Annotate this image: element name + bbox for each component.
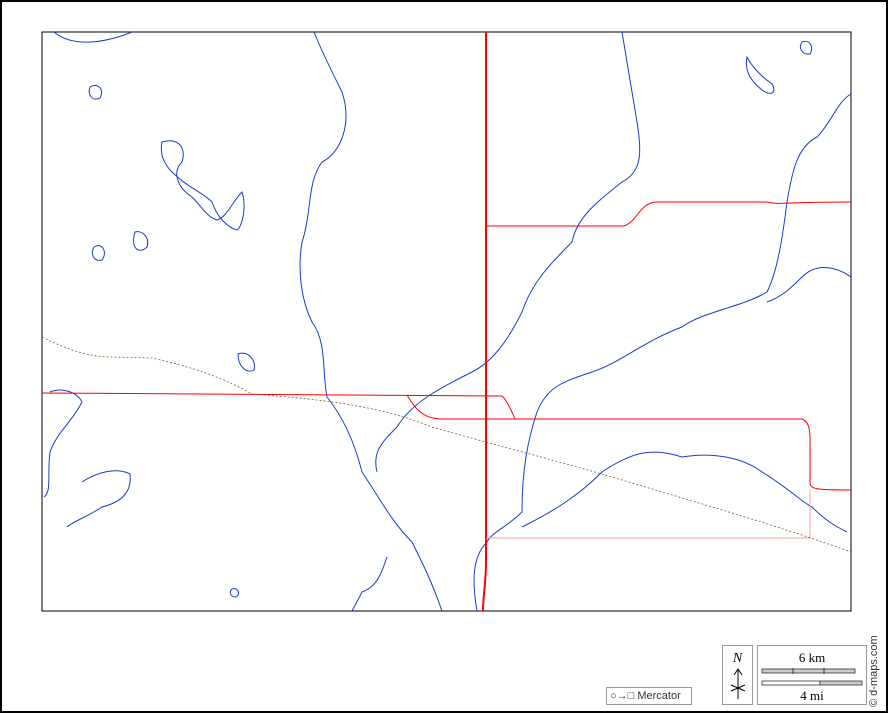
- river: [53, 31, 133, 43]
- north-label: N: [732, 651, 743, 666]
- circle-to-square-icon: ○→□: [610, 690, 638, 702]
- river: [766, 267, 852, 303]
- river: [351, 556, 388, 612]
- river: [375, 31, 641, 473]
- lake: [133, 231, 149, 251]
- rivers: [43, 31, 852, 612]
- credit-text: © d-maps.com: [868, 635, 880, 707]
- lake: [66, 470, 131, 528]
- lake: [88, 84, 103, 100]
- north-arrow: N: [722, 645, 753, 705]
- map-frame: [41, 31, 852, 612]
- lake: [799, 40, 813, 55]
- lake: [43, 389, 83, 498]
- river: [299, 31, 443, 612]
- scale-mi-label: 4 mi: [800, 688, 824, 703]
- river: [473, 93, 852, 612]
- scale-km-label: 6 km: [798, 650, 826, 665]
- river: [521, 451, 848, 533]
- lake: [229, 588, 240, 598]
- scale-bars: [761, 668, 863, 686]
- lake: [160, 140, 245, 231]
- road: [482, 32, 487, 612]
- lake: [91, 245, 105, 261]
- road: [486, 201, 852, 227]
- road: [41, 392, 516, 420]
- boundary-line: [41, 336, 852, 553]
- roads: [41, 32, 852, 612]
- lake: [237, 352, 256, 372]
- projection-label: ○→□ Mercator: [606, 687, 692, 705]
- compass-icon: [730, 668, 746, 699]
- road: [406, 394, 852, 491]
- projection-name: Mercator: [637, 690, 681, 702]
- lake: [745, 55, 775, 94]
- scale-bar: 6 km 4 mi: [757, 645, 867, 705]
